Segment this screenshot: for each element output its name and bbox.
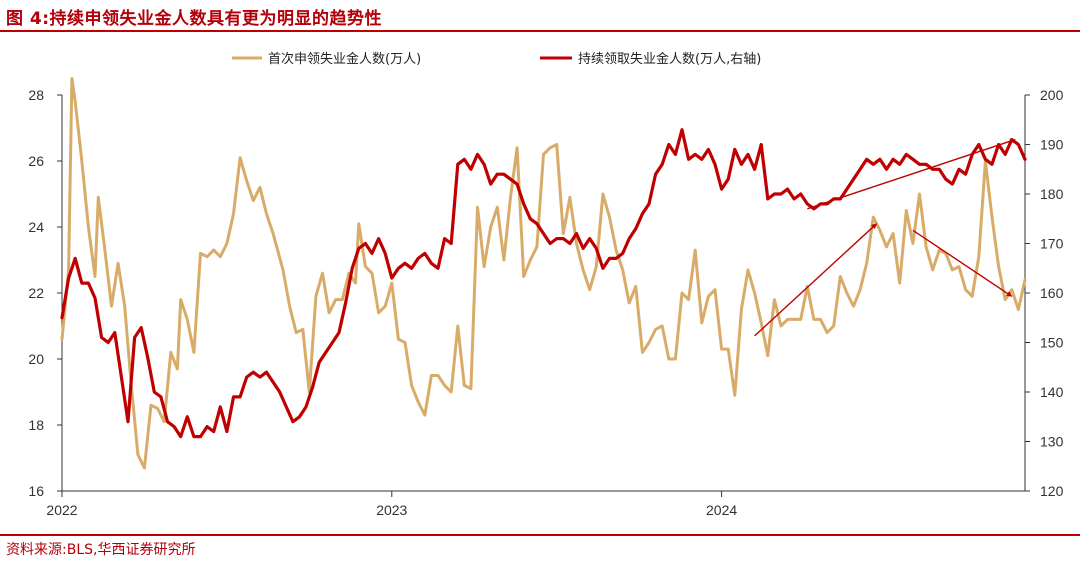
chart: 首次申领失业金人数(万人) 持续领取失业金人数(万人,右轴) 161820222… [28, 51, 1063, 518]
left-tick-label: 16 [28, 483, 44, 499]
top-rule [0, 30, 1080, 32]
right-tick-label: 170 [1040, 236, 1064, 252]
left-tick-label: 28 [28, 87, 44, 103]
legend-label-continuing: 持续领取失业金人数(万人,右轴) [578, 51, 761, 67]
left-tick-label: 22 [28, 285, 44, 301]
bottom-rule [0, 534, 1080, 536]
series-layer [60, 77, 1027, 470]
right-tick-label: 120 [1040, 483, 1064, 499]
x-tick-label: 2023 [376, 502, 407, 518]
legend: 首次申领失业金人数(万人) 持续领取失业金人数(万人,右轴) [232, 51, 761, 67]
right-tick-label: 140 [1040, 384, 1064, 400]
right-tick-label: 130 [1040, 434, 1064, 450]
trend-arrow-1 [754, 223, 878, 337]
right-tick-label: 150 [1040, 335, 1064, 351]
x-tick-label: 2024 [706, 502, 737, 518]
right-tick-label: 180 [1040, 186, 1064, 202]
x-tick-label: 2022 [46, 502, 77, 518]
left-tick-label: 24 [28, 219, 44, 235]
right-tick-label: 200 [1040, 87, 1064, 103]
left-tick-label: 20 [28, 351, 44, 367]
left-tick-label: 18 [28, 417, 44, 433]
figure-title: 图 4:持续申领失业金人数具有更为明显的趋势性 [6, 9, 383, 29]
continuing-claims-line [60, 128, 1027, 439]
legend-label-initial: 首次申领失业金人数(万人) [268, 51, 421, 67]
axes: 1618202224262812013014015016017018019020… [28, 87, 1063, 518]
figure-source: 资料来源:BLS,华西证券研究所 [6, 542, 196, 558]
right-tick-label: 160 [1040, 285, 1064, 301]
left-tick-label: 26 [28, 153, 44, 169]
right-tick-label: 190 [1040, 137, 1064, 153]
initial-claims-line [60, 77, 1027, 470]
annotation-layer [754, 138, 1016, 337]
trend-arrow-3 [807, 138, 1016, 210]
trend-arrow-2 [912, 229, 1013, 297]
